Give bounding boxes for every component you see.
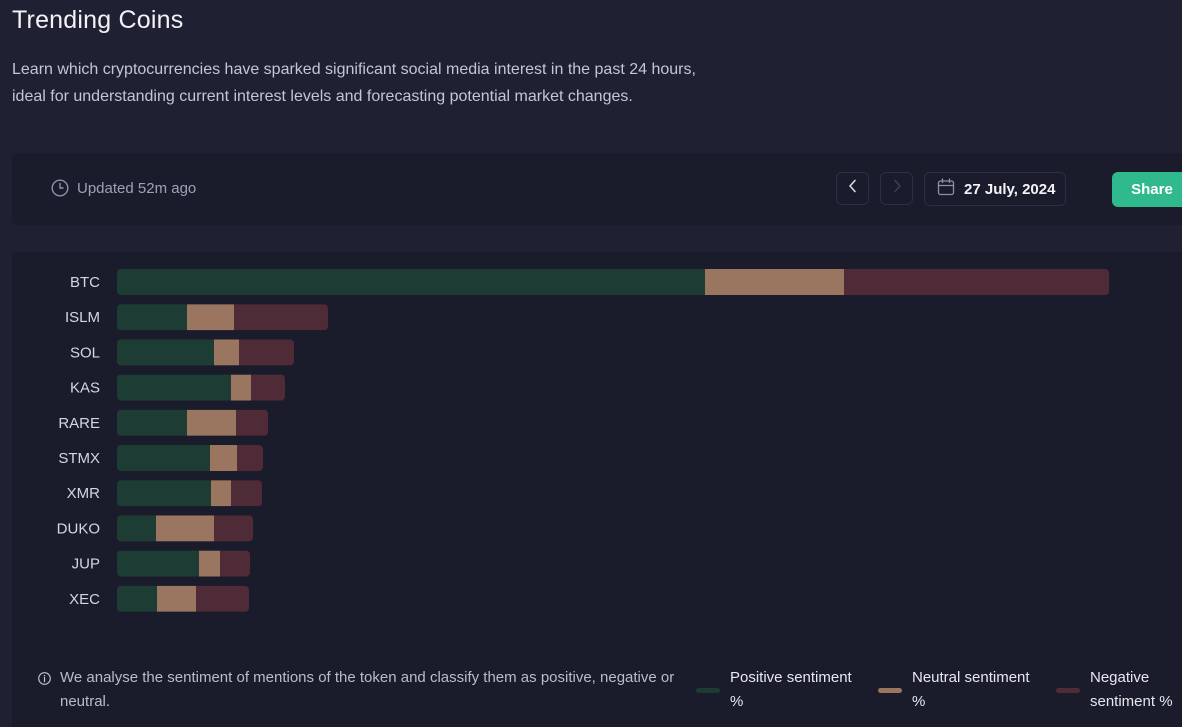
date-picker-button[interactable]: 27 July, 2024 xyxy=(924,172,1066,206)
bar-rare-neutral[interactable] xyxy=(187,409,236,436)
updated-text: Updated 52m ago xyxy=(77,179,197,197)
bar-stmx-negative[interactable] xyxy=(237,445,263,471)
description-line-2: ideal for understanding current interest… xyxy=(12,88,633,105)
next-day-button[interactable] xyxy=(880,172,913,205)
bar-jup-negative[interactable] xyxy=(220,550,250,577)
category-label-jup: JUP xyxy=(72,556,100,573)
bar-kas-positive[interactable] xyxy=(117,374,231,401)
bar-jup-neutral[interactable] xyxy=(199,550,220,577)
chart-toolbar: Updated 52m ago 27 Jul xyxy=(12,153,1182,225)
bar-btc-negative[interactable] xyxy=(844,269,1109,295)
bar-group-xec[interactable] xyxy=(117,585,249,612)
info-note: We analyse the sentiment of mentions of … xyxy=(38,666,678,714)
bar-group-btc[interactable] xyxy=(117,269,1109,295)
updated-status: Updated 52m ago xyxy=(51,179,196,197)
bar-sol-negative[interactable] xyxy=(239,339,294,366)
bar-xec-negative[interactable] xyxy=(196,585,249,612)
bar-kas-negative[interactable] xyxy=(251,374,285,401)
info-text: We analyse the sentiment of mentions of … xyxy=(60,669,675,710)
bar-stmx-neutral[interactable] xyxy=(210,445,237,471)
bar-jup-positive[interactable] xyxy=(117,550,199,577)
chart-footer: We analyse the sentiment of mentions of … xyxy=(12,656,1182,727)
legend-positive-swatch xyxy=(696,688,720,693)
sentiment-bar-chart: BTC ISLM SOL KAS RARE STMX XMR DUKO JUP XEC xyxy=(57,269,1109,612)
bar-btc-neutral[interactable] xyxy=(705,269,844,295)
bar-duko-negative[interactable] xyxy=(214,515,253,542)
page-title: Trending Coins xyxy=(12,6,184,34)
category-label-stmx: STMX xyxy=(58,450,100,467)
bar-stmx-positive[interactable] xyxy=(117,445,210,471)
previous-day-button[interactable] xyxy=(836,172,869,205)
bar-group-jup[interactable] xyxy=(117,550,250,577)
chevron-left-icon xyxy=(847,179,859,198)
bar-btc-positive[interactable] xyxy=(117,269,705,295)
share-button[interactable]: Share xyxy=(1112,172,1182,207)
category-label-kas: KAS xyxy=(70,380,100,397)
bar-sol-positive[interactable] xyxy=(117,339,214,366)
bar-group-islm[interactable] xyxy=(117,304,328,331)
legend-negative: Negative sentiment % xyxy=(1056,666,1180,714)
info-icon xyxy=(38,666,51,714)
sentiment-chart-panel: BTC ISLM SOL KAS RARE STMX XMR DUKO JUP XEC We an… xyxy=(12,252,1182,727)
bar-xmr-positive[interactable] xyxy=(117,480,211,507)
clock-icon xyxy=(51,179,69,197)
calendar-icon xyxy=(937,178,955,200)
bar-group-rare[interactable] xyxy=(117,409,268,436)
category-label-islm: ISLM xyxy=(65,309,100,326)
legend-positive-label: Positive sentiment % xyxy=(730,669,852,710)
bar-xmr-neutral[interactable] xyxy=(211,480,231,507)
category-label-duko: DUKO xyxy=(57,520,100,537)
bar-xmr-negative[interactable] xyxy=(231,480,262,507)
chevron-right-icon xyxy=(891,179,903,198)
bar-group-sol[interactable] xyxy=(117,339,294,366)
bar-islm-neutral[interactable] xyxy=(187,304,234,331)
bar-islm-negative[interactable] xyxy=(234,304,328,331)
bar-sol-neutral[interactable] xyxy=(214,339,239,366)
bar-rare-positive[interactable] xyxy=(117,409,187,436)
bar-rare-negative[interactable] xyxy=(236,409,268,436)
bar-xec-positive[interactable] xyxy=(117,585,157,612)
bar-group-duko[interactable] xyxy=(117,515,253,542)
selected-date: 27 July, 2024 xyxy=(964,180,1056,198)
legend-negative-label: Negative sentiment % xyxy=(1090,669,1173,710)
legend-neutral-label: Neutral sentiment % xyxy=(912,669,1030,710)
legend-neutral: Neutral sentiment % xyxy=(878,666,1042,714)
legend-positive: Positive sentiment % xyxy=(696,666,860,714)
category-label-xec: XEC xyxy=(69,591,100,608)
description-line-1: Learn which cryptocurrencies have sparke… xyxy=(12,61,696,78)
bar-kas-neutral[interactable] xyxy=(231,374,251,401)
bar-duko-neutral[interactable] xyxy=(156,515,214,542)
bar-xec-neutral[interactable] xyxy=(157,585,196,612)
category-label-sol: SOL xyxy=(70,344,100,361)
bar-group-stmx[interactable] xyxy=(117,445,263,471)
category-label-rare: RARE xyxy=(58,415,100,432)
category-label-btc: BTC xyxy=(70,274,100,291)
legend-negative-swatch xyxy=(1056,688,1080,693)
legend-neutral-swatch xyxy=(878,688,902,693)
bar-group-kas[interactable] xyxy=(117,374,285,401)
page-description: Learn which cryptocurrencies have sparke… xyxy=(12,56,792,110)
bar-islm-positive[interactable] xyxy=(117,304,187,331)
category-label-xmr: XMR xyxy=(67,485,101,502)
bar-duko-positive[interactable] xyxy=(117,515,156,542)
bar-group-xmr[interactable] xyxy=(117,480,262,507)
